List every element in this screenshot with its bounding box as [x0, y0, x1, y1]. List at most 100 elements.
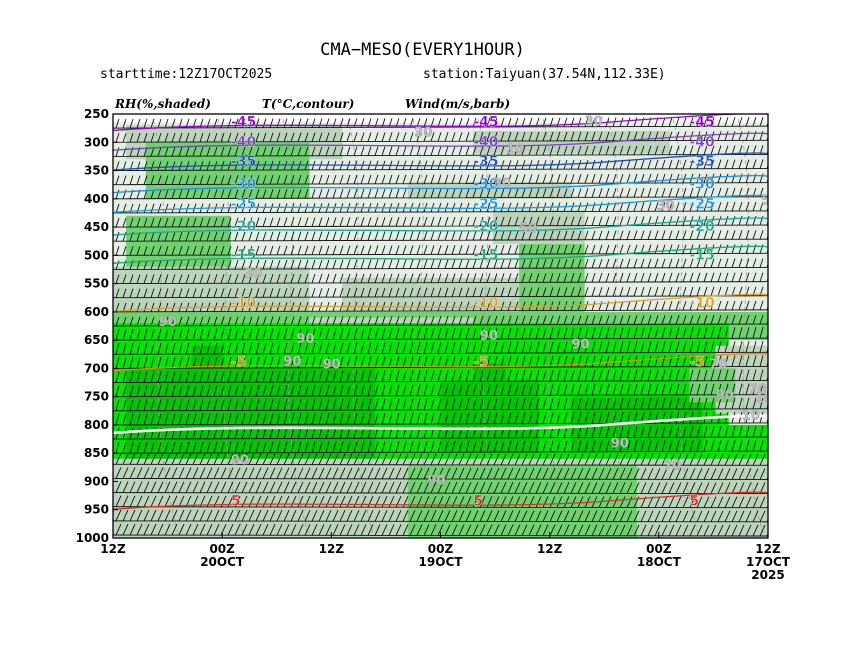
rh-contour-line	[607, 118, 634, 534]
wind-barb-row	[113, 509, 768, 523]
rh-contour-label: 10	[506, 143, 524, 158]
rh-contour-label: 30	[493, 176, 511, 191]
rh-contour-label: 90	[159, 315, 177, 330]
x-tick-label: 12Z	[319, 542, 345, 556]
temperature-contour-label: -10	[689, 295, 715, 311]
rh-contour-line	[152, 118, 179, 534]
rh-contour-label: 50	[761, 193, 779, 208]
wind-barb-row	[113, 383, 768, 398]
wind-variable-label: Wind(m/s,barb)	[405, 97, 511, 111]
temperature-contour-label: 5	[473, 493, 483, 509]
temperature-contour-label: -20	[231, 219, 257, 235]
rh-contour-label: 70	[709, 357, 727, 372]
rh-shade-band	[113, 481, 375, 538]
wind-barb-row	[113, 495, 768, 509]
y-tick-label: 650	[84, 333, 109, 347]
wind-barb-row	[113, 467, 768, 480]
y-tick-label: 350	[84, 164, 109, 178]
temperature-contour-line	[113, 114, 768, 132]
x-tick-label: 17OCT	[746, 555, 791, 569]
wind-barb-row	[113, 327, 768, 341]
temperature-contour-label: -40	[231, 134, 257, 150]
temperature-contour-line	[113, 245, 768, 264]
temperature-contour-label: -35	[231, 154, 256, 170]
rh-shade-band	[113, 266, 310, 312]
rh-variable-label: RH(%,shaded)	[115, 97, 211, 111]
y-tick-label: 450	[84, 220, 109, 234]
wind-barb-row	[113, 481, 768, 495]
x-tick-label: 12Z	[100, 542, 126, 556]
rh-contour-label: 90	[427, 473, 445, 488]
y-tick-label: 850	[84, 446, 109, 460]
y-tick-label: 750	[84, 390, 109, 404]
rh-contour-label: 30	[414, 126, 432, 141]
rh-contour-label: 90	[611, 437, 629, 452]
temperature-contour-line	[113, 194, 768, 214]
temperature-contour-label: -30	[231, 177, 257, 193]
temperature-contour-label: -20	[689, 219, 715, 235]
temperature-contour-label: -10	[473, 295, 499, 311]
y-tick-label: 900	[84, 474, 109, 488]
rh-contour-label: 30	[657, 199, 675, 214]
wind-barb-row	[113, 341, 768, 355]
y-tick-label: 500	[84, 248, 109, 262]
temperature-contour-line	[113, 132, 768, 151]
wind-barb-row	[113, 187, 768, 200]
temperature-contour-label: -20	[473, 219, 499, 235]
rh-contour-label: 10	[742, 408, 760, 423]
starttime-label: starttime:12Z17OCT2025	[100, 67, 273, 82]
rh-contour-label: 30	[585, 114, 603, 129]
temperature-contour-label: -35	[473, 154, 498, 170]
temperature-variable-label: T(°C,contour)	[262, 97, 355, 111]
rh-contour-label: 70	[748, 383, 766, 398]
rh-shade-band	[178, 159, 277, 177]
rh-contour-line	[412, 118, 439, 534]
wind-barb-row	[113, 272, 768, 285]
temperature-contour-line	[113, 217, 768, 236]
wind-barb-row	[113, 286, 768, 299]
rh-contour-label: 10	[755, 391, 773, 406]
temperature-contours: -45 -45 -45 -40 -40 -40 -35 -35 -35 -30 -30 -30 -25 -…	[113, 114, 768, 510]
rh-contour-line	[217, 118, 244, 534]
y-tick-label: 1000	[76, 531, 109, 545]
rh-contour-label: 90	[296, 332, 314, 347]
temperature-contour-label: -15	[689, 247, 714, 263]
temperature-contour-label: -15	[473, 247, 498, 263]
y-tick-label: 300	[84, 135, 109, 149]
x-tick-label: 18OCT	[637, 555, 682, 569]
wind-barb-row	[113, 453, 768, 466]
rh-contour-label: 90	[480, 329, 498, 344]
y-axis: 250 300 350 400 450 500 550 600 650 700 750 800 850 9…	[76, 107, 118, 545]
x-tick-label: 20OCT	[200, 555, 245, 569]
temperature-contour-line	[113, 174, 768, 194]
wind-barb-row	[113, 397, 768, 412]
temperature-contour-line	[113, 491, 768, 510]
rh-contour-label: 90	[716, 388, 734, 403]
temperature-contour-label: -30	[473, 177, 499, 193]
temperature-contour-label: -5	[689, 355, 705, 371]
y-tick-label: 250	[84, 107, 109, 121]
x-tick-label: 2025	[751, 568, 784, 582]
rh-contour-line	[672, 118, 699, 534]
wind-barb-row	[113, 369, 768, 383]
x-tick-label: 00Z	[428, 542, 454, 556]
temperature-contour-line	[113, 293, 768, 313]
y-tick-label: 950	[84, 503, 109, 517]
x-tick-label: 00Z	[209, 542, 235, 556]
temperature-contour-label: -35	[689, 154, 714, 170]
temperature-contour-label: -45	[231, 114, 256, 130]
rh-contour-label: 70	[663, 459, 681, 474]
temperature-contour-label: -10	[231, 295, 257, 311]
wind-barb-row	[113, 145, 768, 157]
rh-shade-band	[191, 345, 225, 369]
temperature-contour-label: -40	[689, 134, 715, 150]
temperature-contour-label: -25	[473, 196, 498, 212]
rh-labels: 30 30 30 30 30 50 50 70 70 70 90 90 90 90 90 90 90 90 90 90…	[159, 114, 779, 488]
wind-barb-row	[113, 425, 768, 440]
x-tick-label: 19OCT	[419, 555, 464, 569]
temperature-contour-line	[113, 353, 768, 372]
wind-barb-row	[113, 258, 768, 270]
temperature-contour-label: -45	[473, 114, 498, 130]
temperature-contour-label: -45	[689, 114, 714, 130]
wind-barb-row	[113, 440, 768, 454]
